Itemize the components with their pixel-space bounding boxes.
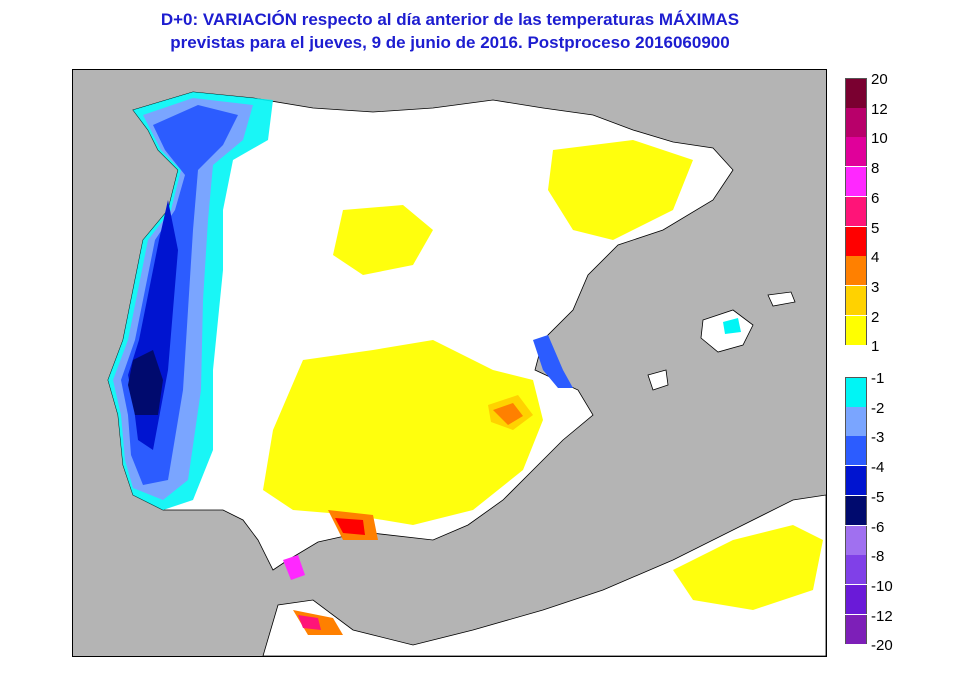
legend-swatch <box>845 137 867 167</box>
title-line-2: previstas para el jueves, 9 de junio de … <box>170 33 730 52</box>
legend-label: 5 <box>871 219 880 237</box>
legend-label: -4 <box>871 459 885 477</box>
north-africa <box>262 494 826 656</box>
anomaly-minus1-balearic-zone <box>723 318 741 334</box>
legend-swatch <box>845 226 867 256</box>
legend-swatch <box>845 614 867 644</box>
legend-swatch <box>845 167 867 197</box>
legend-label: 6 <box>871 189 880 207</box>
legend-swatch <box>845 466 867 496</box>
legend-label: 8 <box>871 160 880 178</box>
anomaly-plus1-africa-zone <box>673 525 823 610</box>
legend-swatch <box>845 406 867 436</box>
anomaly-plus8-zone <box>283 555 305 580</box>
map-title: D+0: VARIACIÓN respecto al día anterior … <box>0 8 900 54</box>
title-line-1: D+0: VARIACIÓN respecto al día anterior … <box>160 10 740 29</box>
legend-swatch <box>845 256 867 286</box>
legend-label: -2 <box>871 399 885 417</box>
legend-label: -6 <box>871 518 885 536</box>
anomaly-plus4-zone <box>493 403 523 425</box>
anomaly-plus1-east-zone <box>548 140 693 240</box>
anomaly-plus5-zone <box>335 518 365 535</box>
forecast-map <box>72 69 827 657</box>
menorca-island <box>767 291 796 307</box>
legend-swatch <box>845 584 867 614</box>
legend-label: 1 <box>871 338 880 356</box>
legend-swatch <box>845 78 867 108</box>
legend-swatch <box>845 315 867 345</box>
anomaly-plus1-zone <box>263 340 543 525</box>
ibiza-island <box>647 369 669 391</box>
legend-label: -12 <box>871 607 893 625</box>
legend-swatch <box>845 196 867 226</box>
legend-label: -20 <box>871 637 893 655</box>
legend-swatch <box>845 495 867 525</box>
legend-label: -1 <box>871 370 885 387</box>
map-svg <box>73 70 826 656</box>
anomaly-minus5-zone <box>128 350 163 415</box>
legend-swatch <box>845 285 867 315</box>
legend-label: 3 <box>871 278 880 296</box>
legend-label: 2 <box>871 308 880 326</box>
legend-label: -8 <box>871 548 885 566</box>
legend-label: -10 <box>871 577 893 595</box>
legend-label: 10 <box>871 130 888 148</box>
legend-swatch <box>845 436 867 466</box>
legend-swatch <box>845 377 867 407</box>
legend-label: 4 <box>871 249 880 267</box>
legend-label: -3 <box>871 429 885 447</box>
legend-swatch <box>845 107 867 137</box>
legend-label: 12 <box>871 100 888 118</box>
legend-label: 20 <box>871 71 888 88</box>
anomaly-plus1-north-zone <box>333 205 433 275</box>
anomaly-plus5-africa-zone <box>298 615 321 630</box>
legend-label: -5 <box>871 488 885 506</box>
legend-swatch <box>845 525 867 555</box>
legend-swatch <box>845 555 867 585</box>
valencia-anomaly-zone <box>533 335 573 388</box>
